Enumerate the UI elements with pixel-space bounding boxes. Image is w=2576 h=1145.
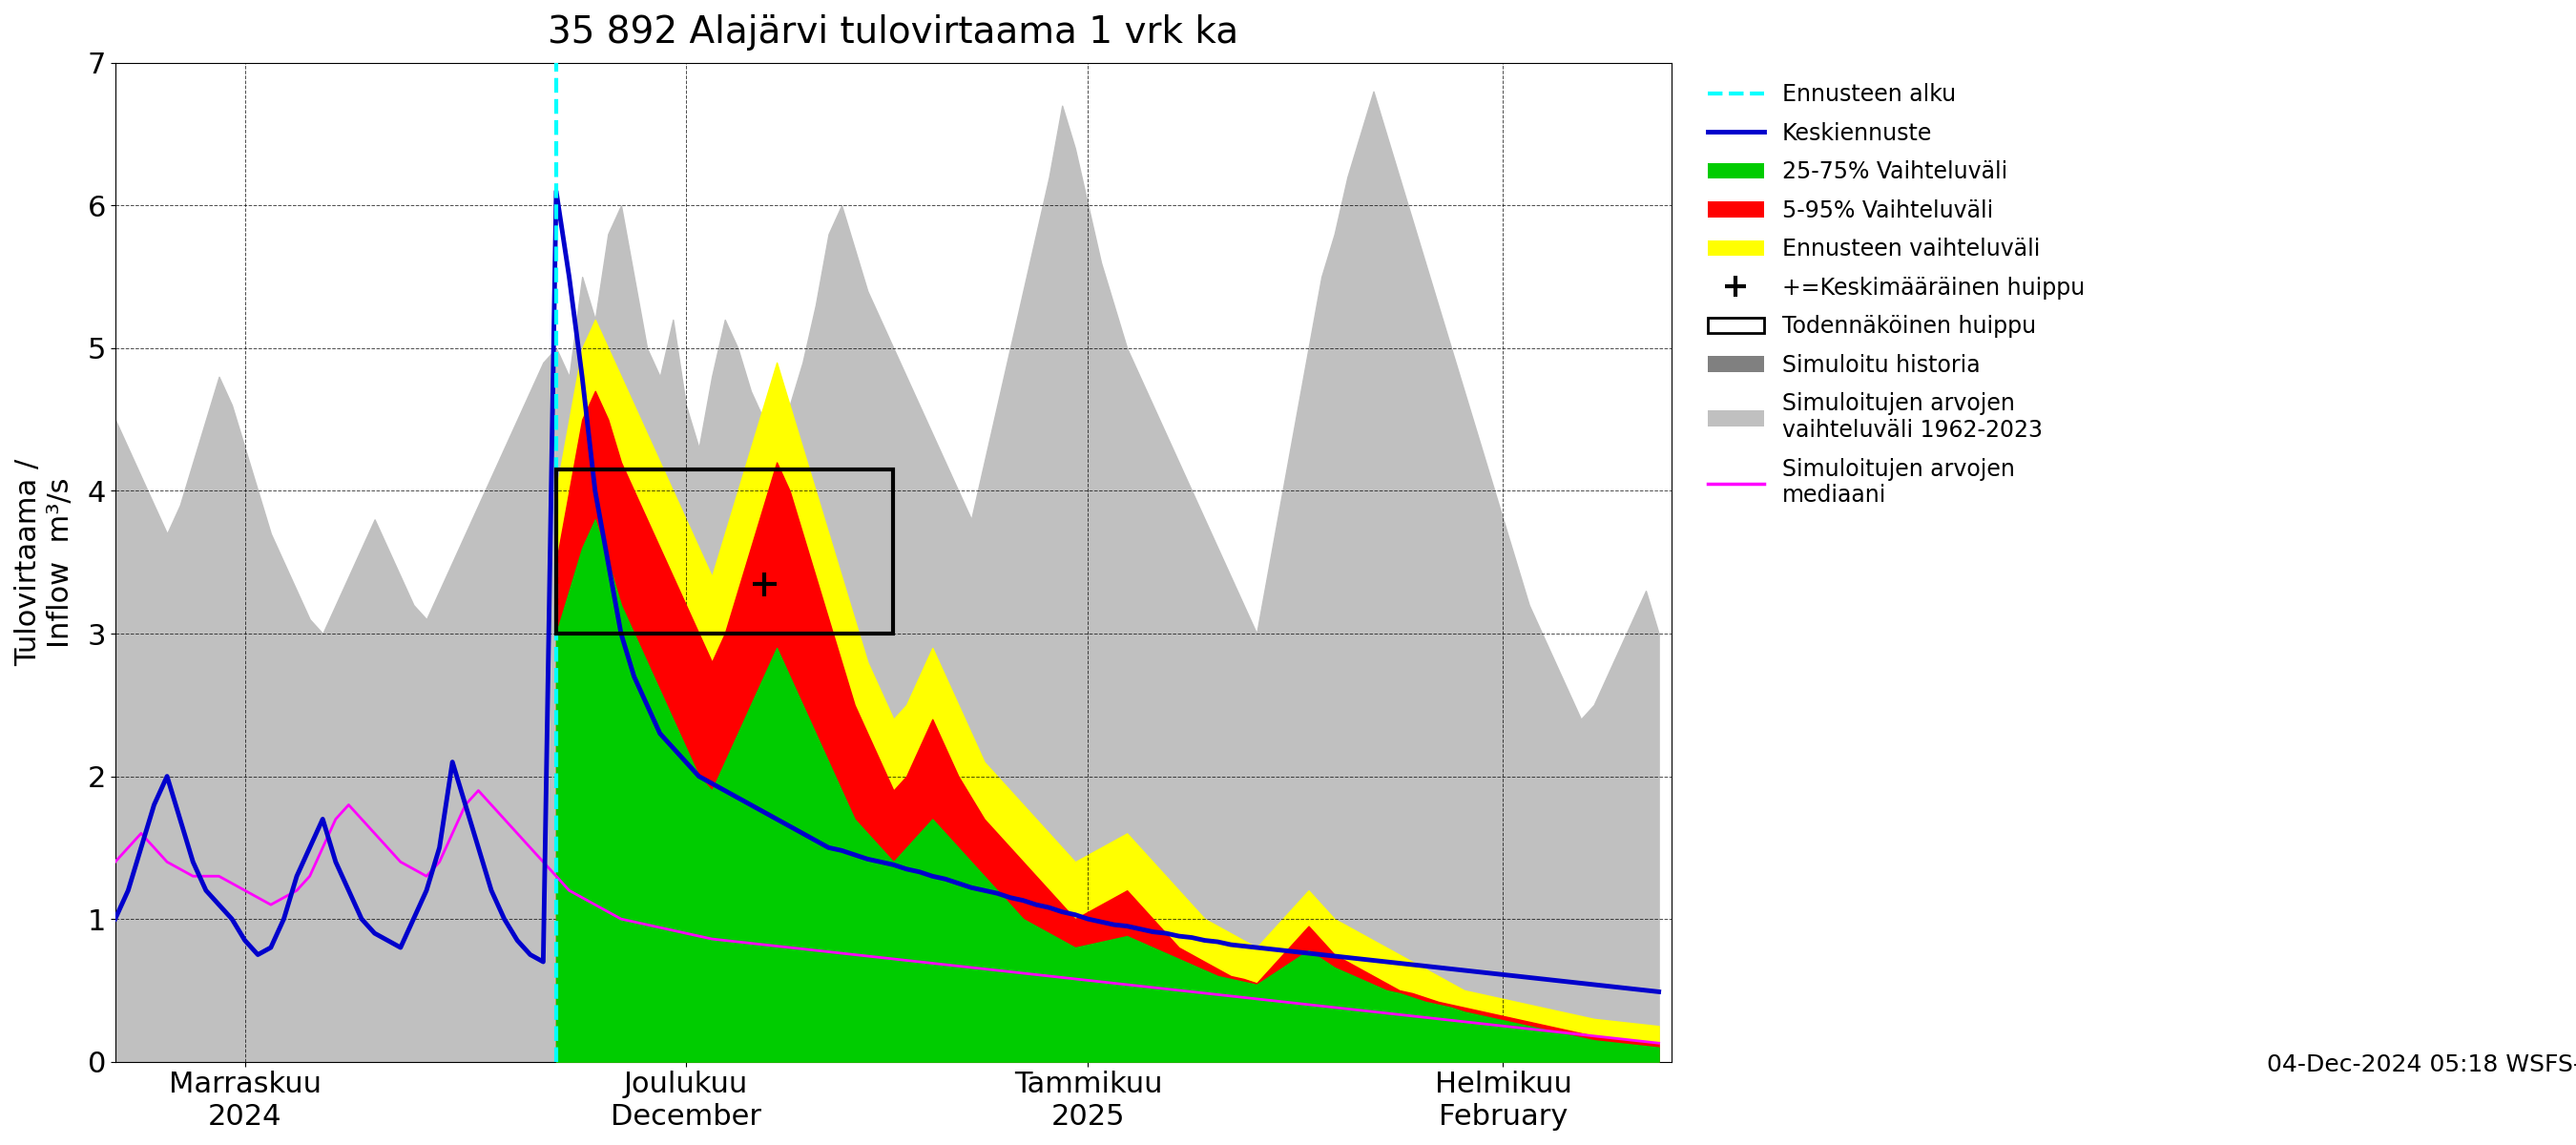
Bar [556,469,894,633]
Y-axis label: Tulovirtaama /
Inflow  m³/s: Tulovirtaama / Inflow m³/s [15,459,75,666]
Text: 04-Dec-2024 05:18 WSFS-O: 04-Dec-2024 05:18 WSFS-O [2267,1053,2576,1076]
Legend: Ennusteen alku, Keskiennuste, 25-75% Vaihteluväli, 5-95% Vaihteluväli, Ennusteen: Ennusteen alku, Keskiennuste, 25-75% Vai… [1698,74,2094,516]
Title: 35 892 Alajärvi tulovirtaama 1 vrk ka: 35 892 Alajärvi tulovirtaama 1 vrk ka [549,14,1239,50]
